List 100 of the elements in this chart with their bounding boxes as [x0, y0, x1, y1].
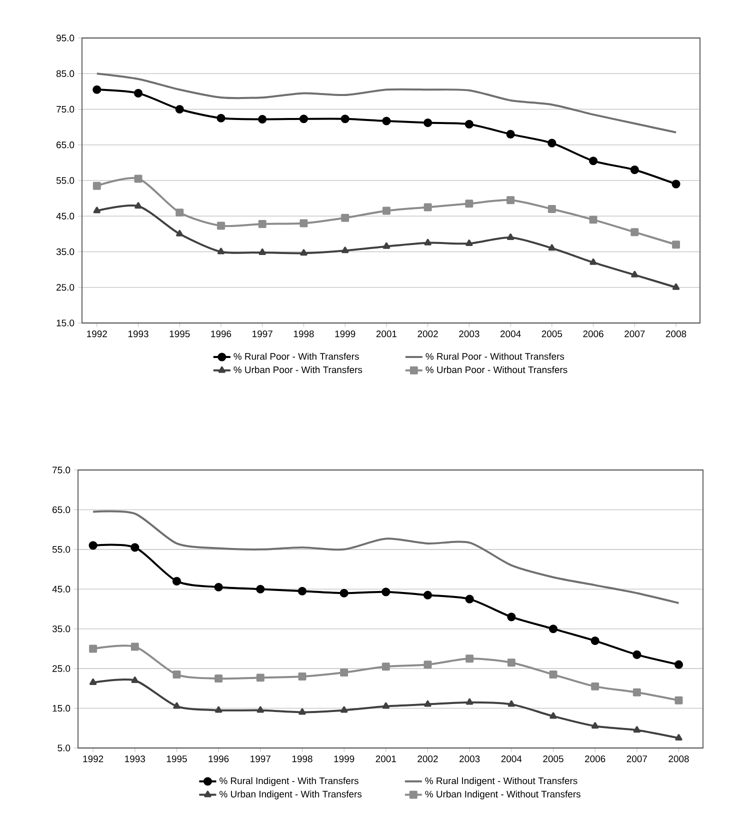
x-tick-label: 2004	[501, 756, 522, 762]
x-tick-label: 1998	[292, 756, 312, 762]
point	[632, 688, 641, 696]
point	[172, 576, 182, 586]
x-tick-label: 1993	[125, 756, 145, 762]
point	[382, 206, 390, 215]
legend-label: % Rural Indigent - With Transfers	[220, 777, 358, 786]
point	[176, 230, 184, 236]
y-tick-label: 95.0	[56, 34, 74, 42]
point	[214, 582, 223, 592]
x-tick-label: 1996	[211, 330, 232, 338]
x-tick-label: 1992	[83, 756, 104, 762]
point	[672, 180, 680, 188]
point	[131, 676, 138, 683]
y-tick-label: 55.0	[52, 546, 70, 553]
x-tick-label: 1998	[294, 330, 314, 338]
x-tick-label: 1995	[170, 330, 190, 338]
point	[506, 130, 515, 138]
point	[382, 702, 390, 709]
point	[465, 200, 474, 208]
x-tick-label: 2005	[543, 756, 564, 762]
line-series	[92, 510, 680, 604]
x-tick-label: 2006	[585, 756, 606, 762]
legend-label: % Rural Poor - Without Transfers	[426, 352, 564, 360]
point	[589, 216, 598, 224]
y-tick-label: 65.0	[56, 142, 74, 148]
x-tick-label: 2008	[668, 756, 689, 762]
legend-label: % Urban Indigent - Without Transfers	[425, 790, 580, 800]
point	[382, 116, 391, 126]
point	[341, 214, 350, 222]
x-tick-label: 2003	[460, 756, 480, 762]
x-tick-label: 2001	[376, 756, 396, 762]
point	[88, 541, 98, 550]
point	[590, 636, 600, 646]
point	[548, 624, 558, 634]
x-tick-label: 2006	[583, 330, 604, 338]
point	[256, 706, 264, 713]
point	[549, 670, 558, 679]
x-tick-label: 2002	[418, 756, 438, 762]
legend-label: % Urban Indigent - With Transfers	[220, 790, 362, 800]
point	[548, 205, 556, 213]
point	[134, 202, 142, 209]
point	[466, 698, 474, 705]
point	[258, 220, 266, 228]
point	[300, 249, 308, 256]
point	[550, 712, 557, 719]
point	[298, 586, 307, 596]
x-tick-label: 1997	[252, 330, 272, 338]
point	[382, 662, 390, 671]
y-tick-label: 55.0	[56, 177, 74, 184]
y-tick-label: 15.0	[56, 320, 74, 326]
point	[630, 228, 639, 236]
point	[134, 88, 143, 98]
x-tick-label: 2004	[500, 330, 521, 338]
point	[424, 238, 432, 246]
y-tick-label: 5.0	[58, 744, 70, 752]
point	[89, 644, 98, 653]
point	[674, 660, 684, 669]
x-tick-label: 2001	[376, 330, 397, 338]
point	[130, 642, 139, 651]
point	[591, 682, 600, 690]
x-tick-label: 1996	[208, 756, 229, 762]
y-tick-label: 15.0	[52, 704, 70, 712]
x-tick-label: 2002	[418, 330, 438, 338]
x-tick-label: 1999	[335, 330, 356, 338]
x-tick-label: 1997	[250, 756, 270, 762]
legend-label: % Urban Poor - With Transfers	[234, 366, 362, 374]
point	[506, 234, 514, 240]
point	[632, 650, 642, 659]
y-tick-label: 35.0	[52, 626, 70, 632]
point	[298, 708, 306, 715]
point	[340, 114, 350, 124]
point	[214, 706, 222, 713]
point	[424, 700, 432, 707]
point	[217, 248, 225, 254]
point	[382, 242, 390, 249]
point	[506, 196, 515, 204]
point	[464, 120, 474, 128]
point	[340, 706, 348, 713]
y-tick-label: 35.0	[56, 248, 74, 256]
point	[630, 166, 639, 174]
point	[507, 612, 516, 622]
y-tick-label: 75.0	[56, 106, 74, 113]
point	[588, 156, 598, 166]
point	[675, 734, 682, 741]
point	[217, 222, 225, 230]
point	[466, 654, 474, 663]
point	[176, 208, 184, 217]
point	[130, 543, 140, 552]
point	[256, 674, 264, 682]
y-tick-label: 25.0	[56, 284, 74, 291]
point	[508, 700, 515, 707]
y-tick-label: 25.0	[52, 665, 70, 672]
point	[300, 219, 308, 228]
point	[591, 722, 599, 729]
point	[507, 658, 516, 667]
y-tick-label: 45.0	[52, 586, 70, 592]
point	[341, 246, 349, 254]
point	[214, 674, 223, 682]
point	[173, 702, 180, 709]
